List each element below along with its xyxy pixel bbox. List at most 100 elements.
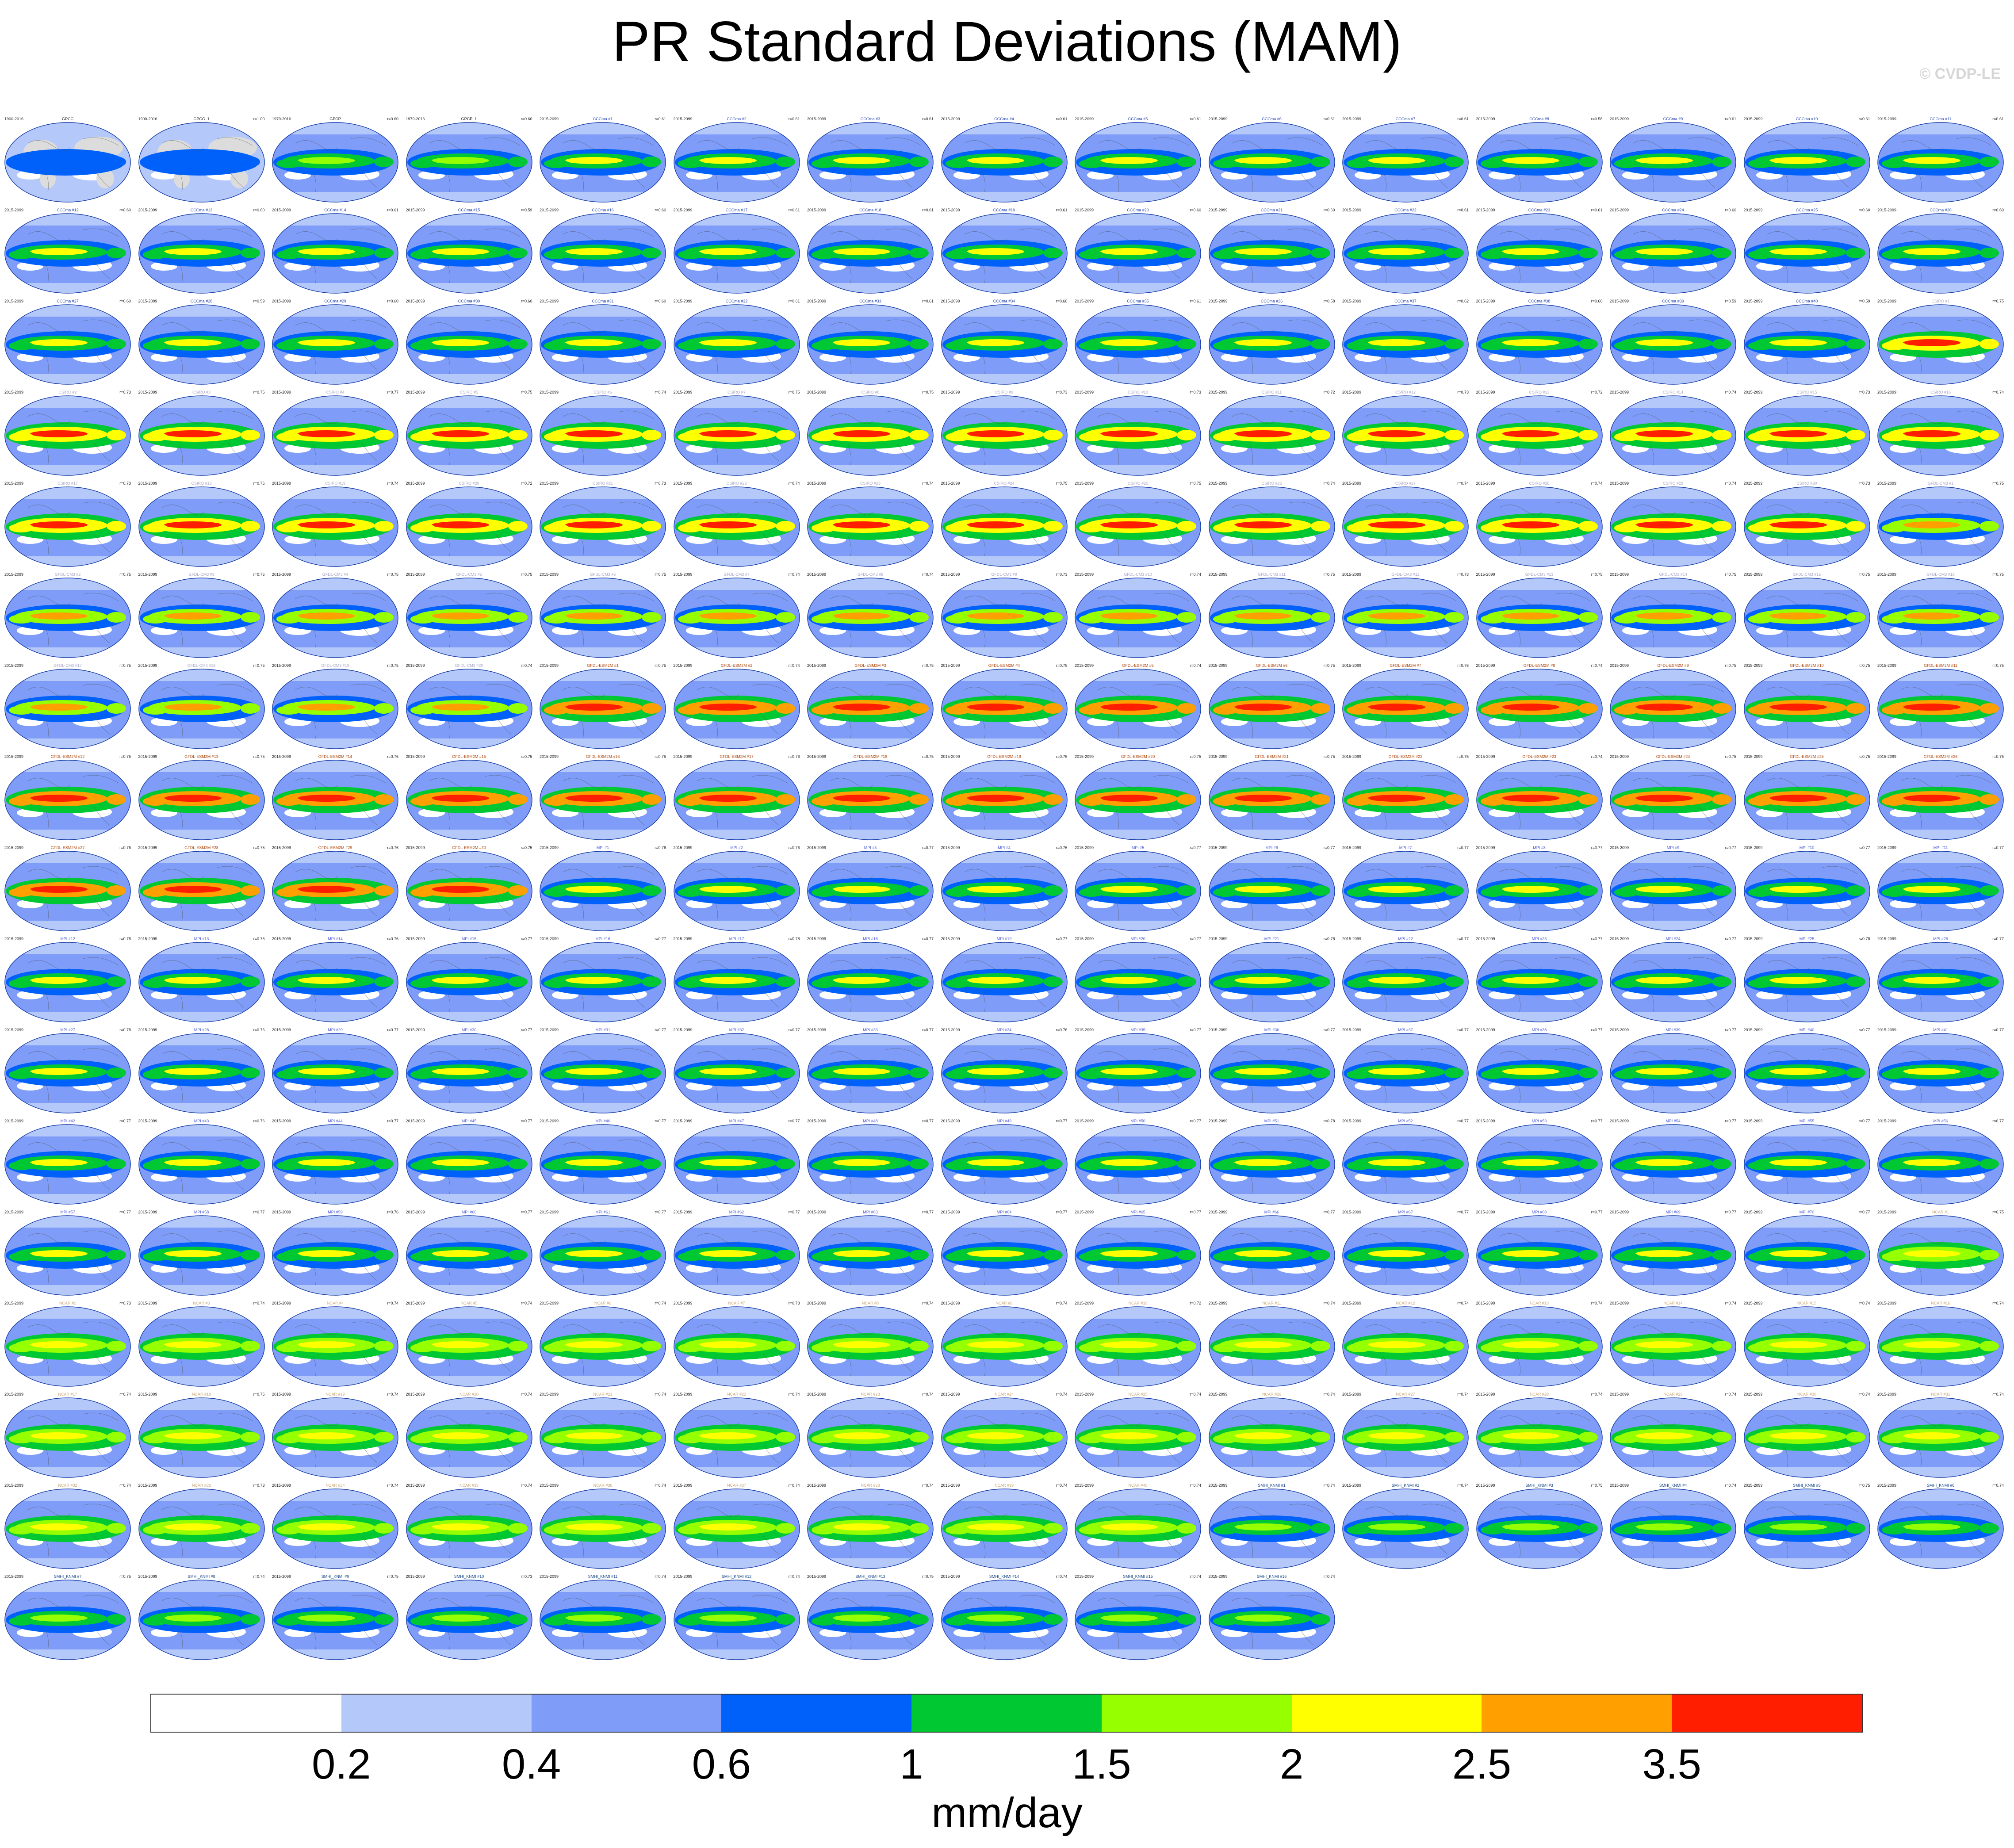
map-panel: NCAR #15 2015-2099 r=0.74 [1743,1300,1871,1389]
panel-correlation: r=0.77 [1323,1028,1335,1032]
panel-title: NCAR #15 [1797,1301,1817,1305]
panel-correlation: r=0.76 [387,1210,398,1214]
panel-period: 2015-2099 [1743,572,1763,577]
colorbar-tick-label: 0.2 [312,1741,371,1788]
panel-period: 2015-2099 [941,846,960,850]
panel-title: MPI #37 [1398,1028,1413,1032]
world-map [1208,395,1335,476]
panel-title: NCAR #36 [593,1483,613,1488]
world-map [406,760,532,840]
panel-period: 2015-2099 [1075,754,1094,759]
panel-title: MPI #9 [1666,846,1680,850]
world-map [406,122,532,203]
world-map [1610,669,1736,749]
panel-correlation: r=0.74 [1323,1301,1335,1305]
world-map [1075,213,1201,294]
panel-period: 2015-2099 [4,1301,24,1305]
panel-period: 2015-2099 [138,299,157,303]
world-map [540,1397,666,1478]
panel-correlation: r=0.76 [1056,846,1068,850]
panel-correlation: r=0.74 [1725,1301,1736,1305]
panel-title: MPI #24 [1666,937,1681,941]
panel-correlation: r=0.76 [253,1119,265,1123]
panel-title: CCCma #7 [1395,117,1416,121]
panel-correlation: r=0.75 [1858,663,1870,668]
panel-correlation: r=0.77 [655,1119,666,1123]
map-panel: SMHI_KNMI #2 2015-2099 r=0.74 [1341,1482,1470,1571]
world-map [941,304,1068,385]
panel-correlation: r=0.75 [1591,572,1603,577]
world-map [673,1488,800,1569]
world-map [272,1397,398,1478]
panel-period: 2015-2099 [807,390,827,394]
panel-correlation: r=0.76 [1457,663,1469,668]
panel-correlation: r=0.75 [1190,481,1201,486]
panel-title: CCCma #31 [592,299,614,303]
world-map [941,122,1068,203]
world-map [138,760,265,840]
world-map [4,395,131,476]
panel-title: GFDL-ESM2M #13 [184,754,218,759]
panel-correlation: r=0.60 [1323,208,1335,212]
world-map [1877,122,2004,203]
panel-correlation: r=0.73 [1858,390,1870,394]
world-map [4,1124,131,1205]
panel-title: CCCma #6 [1262,117,1282,121]
map-panel: MPI #11 2015-2099 r=0.77 [1876,845,2005,933]
panel-title: GFDL-CM3 #9 [991,572,1017,577]
panel-title: GFDL-ESM2M #30 [452,846,486,850]
panel-correlation: r=0.75 [1725,572,1736,577]
panel-correlation: r=0.76 [387,846,398,850]
map-panel: CSIRO #21 2015-2099 r=0.73 [539,480,667,569]
world-map [1208,1124,1335,1205]
panel-title: GFDL-ESM2M #10 [1790,663,1824,668]
map-panel: SMHI_KNMI #10 2015-2099 r=0.73 [405,1573,533,1662]
panel-correlation: r=0.74 [521,1301,532,1305]
map-panel: GFDL-ESM2M #8 2015-2099 r=0.74 [1475,662,1604,751]
world-map [1342,578,1469,658]
world-map [1075,122,1201,203]
world-map [1075,395,1201,476]
panel-title: CCCma #22 [1394,208,1417,212]
world-map [1743,578,1870,658]
map-panel: CCCma #38 2015-2099 r=0.60 [1475,298,1604,386]
panel-period: 2015-2099 [406,1574,425,1579]
map-panel: CSIRO #20 2015-2099 r=0.72 [405,480,533,569]
panel-title: GFDL-CM3 #6 [590,572,616,577]
panel-correlation: r=0.60 [521,117,532,121]
panel-period: 2015-2099 [540,208,559,212]
panel-title: NCAR #26 [1262,1392,1282,1397]
panel-correlation: r=0.61 [655,117,666,121]
panel-title: CCCma #21 [1260,208,1283,212]
panel-period: 2015-2099 [1075,1483,1094,1488]
panel-period: 2015-2099 [406,754,425,759]
world-map [673,1580,800,1660]
panel-title: GFDL-ESM2M #23 [1522,754,1556,759]
world-map [272,1215,398,1296]
panel-period: 2015-2099 [540,1392,559,1397]
panel-correlation: r=0.77 [1457,1210,1469,1214]
map-panel: MPI #26 2015-2099 r=0.77 [1876,936,2005,1024]
world-map [1743,486,1870,567]
panel-period: 2015-2099 [673,1483,693,1488]
panel-correlation: r=0.74 [1725,390,1736,394]
panel-title: CSIRO #8 [861,390,880,394]
panel-correlation: r=0.59 [521,208,532,212]
world-map [1342,942,1469,1022]
world-map [941,213,1068,294]
panel-title: MPI #53 [1532,1119,1547,1123]
panel-period: 2015-2099 [673,1028,693,1032]
map-panel: MPI #55 2015-2099 r=0.77 [1743,1118,1871,1206]
map-panel: GFDL-CM3 #2 2015-2099 r=0.75 [4,571,132,660]
world-map [1476,851,1603,931]
panel-title: NCAR #33 [191,1483,211,1488]
panel-title: CSIRO #10 [1127,390,1149,394]
panel-period: 2015-2099 [1075,937,1094,941]
panel-period: 2015-2099 [1610,572,1629,577]
world-map [1743,1215,1870,1296]
map-panel: MPI #19 2015-2099 r=0.77 [940,936,1068,1024]
panel-title: NCAR #31 [1931,1392,1950,1397]
world-map [1208,942,1335,1022]
map-panel: CCCma #34 2015-2099 r=0.60 [940,298,1068,386]
map-panel: GFDL-ESM2M #25 2015-2099 r=0.75 [1743,754,1871,842]
